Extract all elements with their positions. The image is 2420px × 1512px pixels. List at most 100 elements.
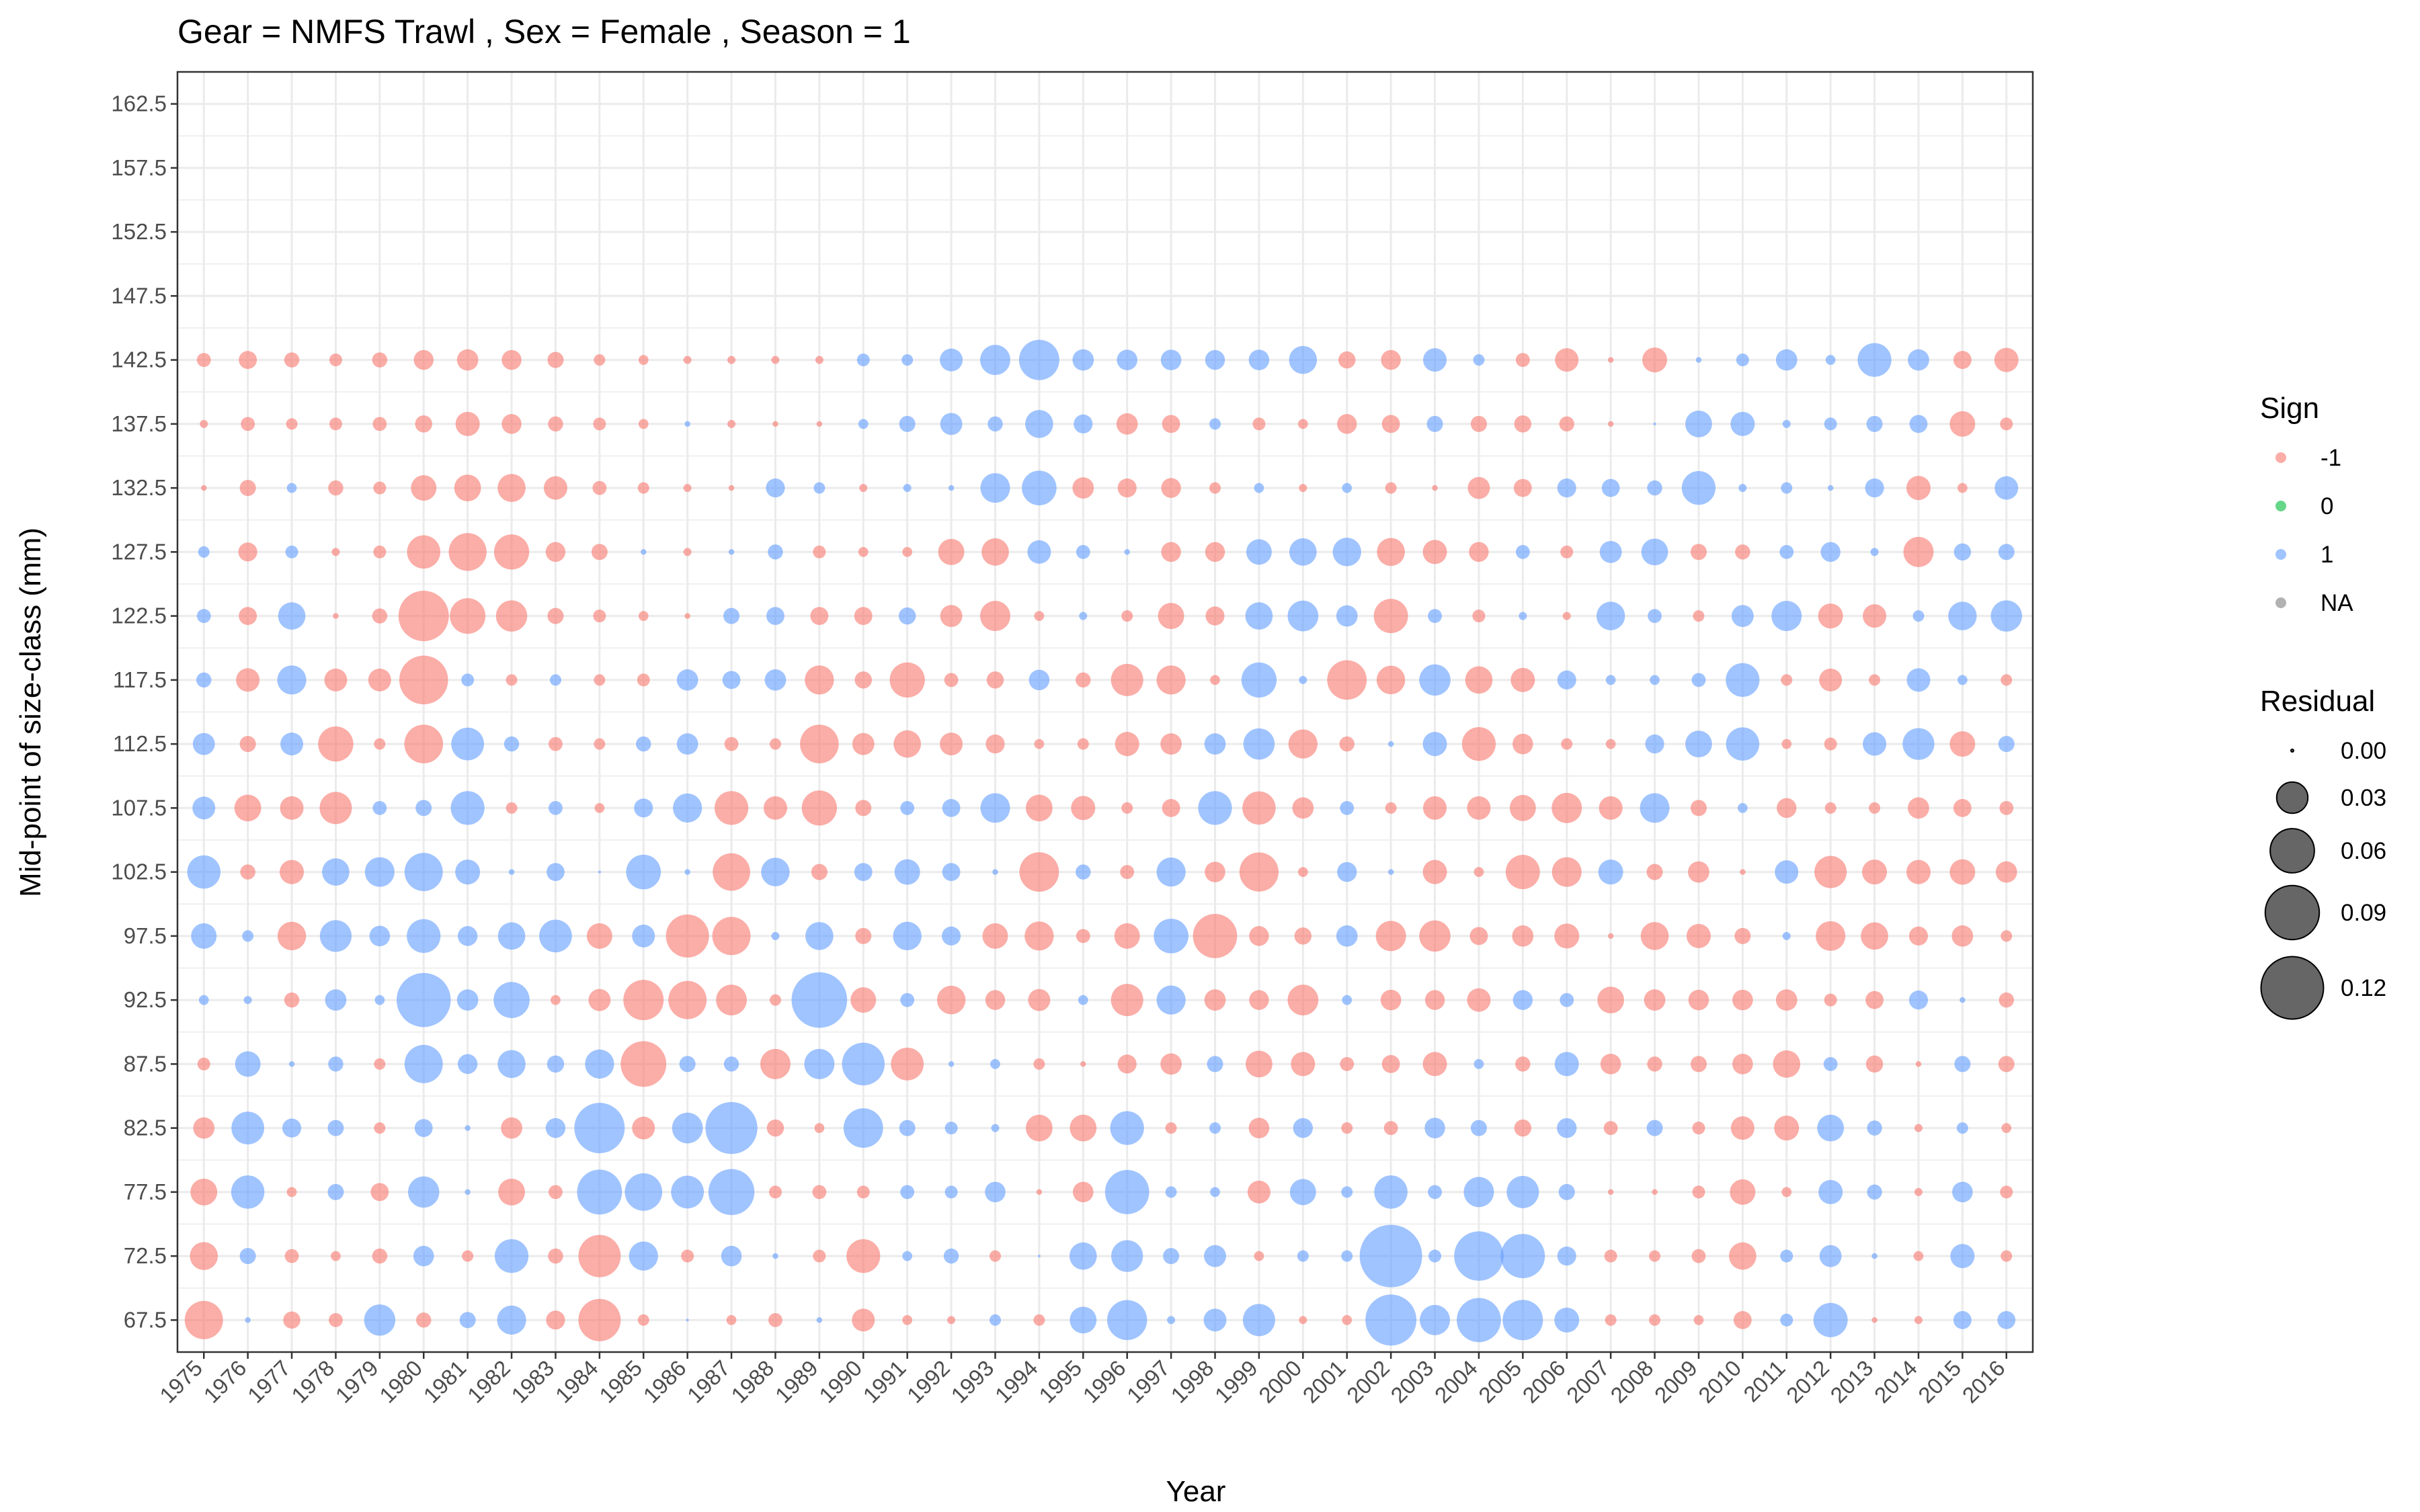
residual-bubble: [727, 355, 736, 364]
residual-bubble: [1596, 601, 1625, 630]
residual-bubble: [721, 1245, 742, 1267]
residual-bubble: [681, 1249, 694, 1263]
residual-bubble: [1775, 989, 1798, 1011]
residual-bubble: [543, 476, 567, 500]
residual-bubble: [547, 607, 564, 624]
residual-bubble: [705, 1101, 758, 1154]
residual-bubble: [1209, 418, 1221, 430]
residual-bubble: [1949, 411, 1976, 437]
residual-bubble: [843, 1108, 883, 1148]
residual-bubble: [239, 351, 257, 370]
residual-bubble: [399, 655, 448, 705]
residual-bubble: [1869, 674, 1881, 686]
residual-bubble: [284, 352, 300, 368]
residual-bubble: [200, 485, 207, 491]
residual-legend-label: 0.00: [2341, 738, 2386, 764]
residual-bubble: [1605, 675, 1616, 685]
residual-bubble: [769, 994, 781, 1006]
residual-bubble: [1467, 476, 1490, 499]
residual-bubble: [1028, 669, 1050, 691]
residual-bubble: [1203, 1308, 1227, 1332]
residual-bubble: [1560, 993, 1574, 1007]
residual-bubble: [990, 1314, 1001, 1326]
residual-bubble: [684, 421, 690, 427]
residual-bubble: [626, 854, 661, 890]
residual-bubble: [364, 857, 395, 887]
residual-bubble: [940, 732, 963, 756]
residual-bubble: [1949, 731, 1976, 757]
residual-bubble: [804, 1048, 835, 1079]
residual-bubble: [1252, 417, 1266, 431]
residual-bubble: [1509, 794, 1536, 821]
residual-bubble: [450, 791, 485, 825]
residual-bubble: [398, 591, 449, 642]
residual-bubble: [1914, 1187, 1923, 1196]
residual-bubble: [588, 989, 611, 1011]
residual-bubble: [548, 1248, 563, 1264]
residual-bubble: [1076, 672, 1091, 688]
residual-bubble: [634, 798, 653, 818]
y-tick-label: 132.5: [111, 475, 167, 500]
y-tick-label: 117.5: [113, 667, 167, 692]
residual-bubble: [771, 931, 780, 940]
residual-bubble: [1474, 867, 1484, 877]
residual-bubble: [1824, 993, 1837, 1007]
residual-bubble: [1422, 732, 1447, 757]
residual-bubble: [1156, 857, 1186, 887]
residual-bubble: [1865, 991, 1884, 1009]
residual-bubble: [196, 672, 212, 688]
residual-bubble: [1249, 926, 1269, 946]
residual-bubble: [1781, 739, 1792, 749]
residual-bubble: [241, 417, 255, 431]
residual-bubble: [1034, 611, 1045, 621]
residual-bubble: [1693, 610, 1705, 622]
residual-bubble: [1781, 1187, 1792, 1198]
residual-bubble: [668, 980, 707, 1019]
residual-bubble: [235, 1051, 261, 1077]
residual-bubble: [1239, 852, 1279, 892]
residual-bubble: [1691, 1249, 1706, 1263]
residual-bubble: [1514, 415, 1532, 433]
residual-bubble: [903, 484, 912, 493]
y-axis: 67.5 72.5 77.5 82.5 87.5 92.5 97.5 102.5 107.5 11…: [111, 91, 177, 1332]
residual-bubble: [1422, 859, 1447, 884]
residual-bubble: [1999, 992, 2014, 1008]
residual-bubble: [1730, 1116, 1755, 1140]
residual-bubble: [850, 987, 877, 1013]
residual-bubble: [594, 738, 606, 750]
residual-bubble: [1685, 410, 1712, 437]
residual-bubble: [1327, 660, 1367, 700]
residual-bubble: [727, 419, 736, 428]
residual-bubble: [1824, 737, 1837, 751]
residual-bubble: [1245, 602, 1273, 630]
residual-bubble: [1121, 802, 1133, 814]
residual-bubble: [1365, 1294, 1417, 1346]
residual-bubble: [239, 480, 256, 497]
residual-bubble: [859, 484, 868, 493]
residual-legend-label: 0.09: [2341, 900, 2386, 926]
residual-bubble: [1457, 1298, 1501, 1343]
residual-bubble: [900, 1185, 915, 1200]
residual-bubble: [1732, 1054, 1753, 1075]
residual-bubble: [1730, 411, 1755, 436]
residual-bubble: [1205, 542, 1225, 562]
residual-bubble: [495, 600, 528, 632]
residual-bubble: [1953, 1310, 1972, 1329]
residual-bubble: [407, 535, 440, 569]
residual-bubble: [549, 800, 563, 815]
residual-bubble: [462, 1250, 474, 1262]
residual-bubble: [1953, 798, 1972, 817]
residual-bubble: [1551, 857, 1582, 887]
residual-bubble: [1649, 1250, 1661, 1262]
residual-bubble: [404, 1044, 443, 1083]
residual-bubble: [374, 1122, 386, 1134]
sign-legend: Sign -1 0 1 NA: [2260, 392, 2353, 616]
residual-bubble: [1299, 484, 1307, 493]
residual-bubble: [810, 607, 829, 626]
x-axis-title: Year: [1166, 1475, 1226, 1508]
residual-bubble: [1469, 927, 1488, 946]
y-tick-label: 72.5: [124, 1243, 167, 1268]
residual-bubble: [805, 922, 834, 950]
residual-bubble: [854, 863, 873, 882]
residual-bubble: [991, 1124, 1000, 1132]
